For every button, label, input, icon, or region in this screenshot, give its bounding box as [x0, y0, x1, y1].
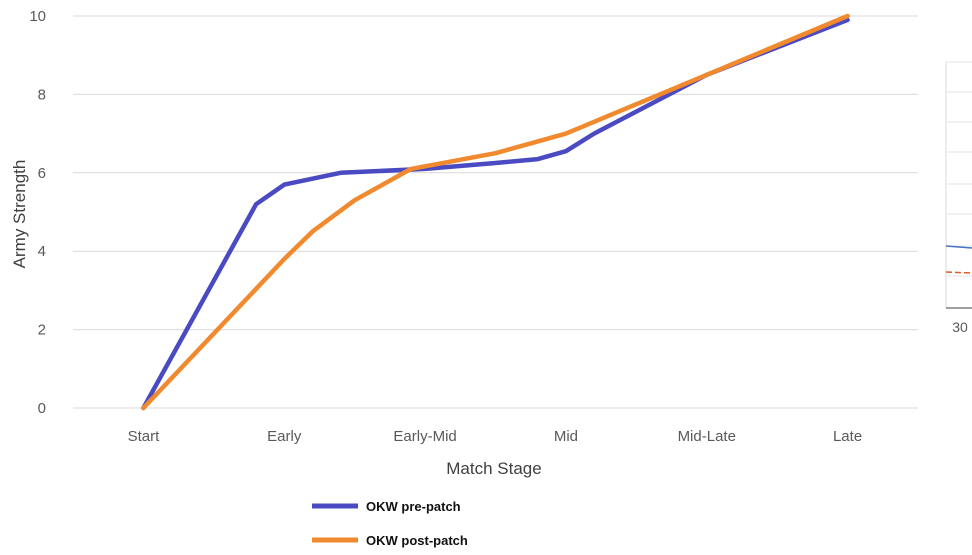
partial-adjacent-chart: 30 [945, 61, 972, 335]
x-tick-label: Mid-Late [678, 428, 736, 445]
x-axis-title: Match Stage [446, 459, 541, 478]
x-tick-label: Early-Mid [393, 428, 456, 445]
legend-label-post-patch: OKW post-patch [366, 533, 468, 548]
y-tick-label: 10 [29, 8, 46, 25]
y-axis-title: Army Strength [10, 160, 29, 269]
partial-chart-series-line-2 [945, 271, 972, 274]
x-tick-labels: Start Early Early-Mid Mid Mid-Late Late [128, 428, 863, 445]
y-tick-label: 4 [38, 243, 46, 260]
series-line-pre-patch [141, 17, 850, 411]
y-tick-label: 8 [38, 86, 46, 103]
series-lines [141, 13, 850, 411]
gridlines [73, 15, 918, 409]
x-tick-label: Start [128, 428, 161, 445]
x-tick-label: Early [267, 428, 302, 445]
legend-label-pre-patch: OKW pre-patch [366, 499, 461, 514]
x-tick-label: Mid [554, 428, 578, 445]
partial-chart-series-line-1 [945, 245, 972, 249]
partial-chart-tick-label: 30 [952, 319, 968, 335]
y-tick-label: 0 [38, 400, 46, 417]
y-tick-label: 6 [38, 165, 46, 182]
series-line-post-patch [141, 13, 850, 411]
x-tick-label: Late [833, 428, 862, 445]
legend: OKW pre-patch OKW post-patch [312, 499, 468, 548]
y-tick-labels: 0 2 4 6 8 10 [29, 8, 46, 417]
y-tick-label: 2 [38, 322, 46, 339]
